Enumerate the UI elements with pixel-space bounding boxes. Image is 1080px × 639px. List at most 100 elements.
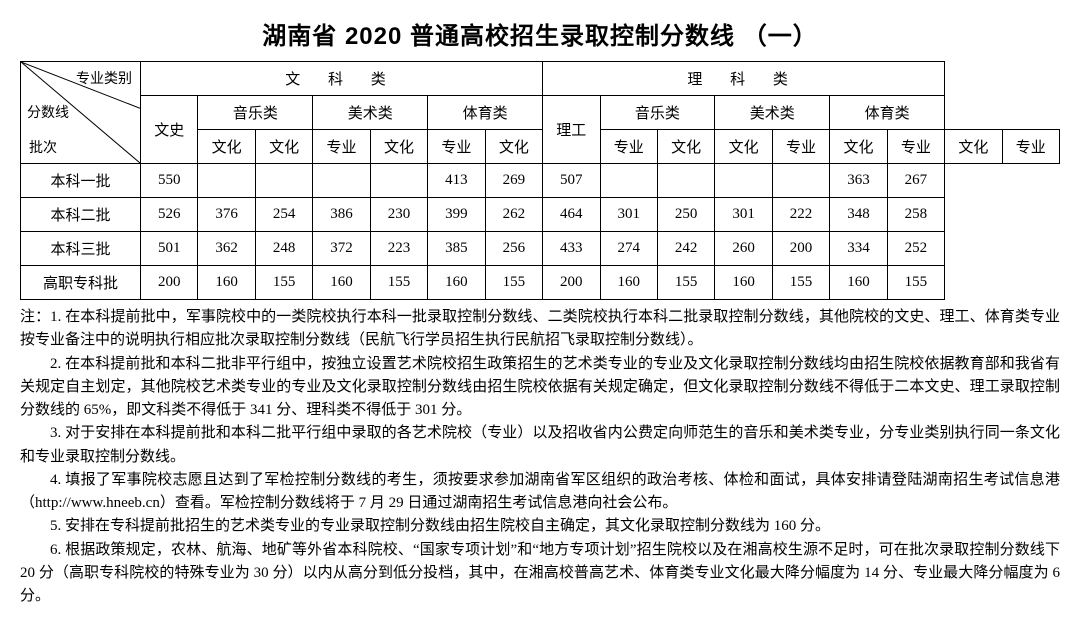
- corner-cell: 专业类别 分数线 批次: [21, 62, 141, 164]
- leaf-header: 专业: [600, 130, 657, 164]
- score-cell: 386: [313, 198, 370, 232]
- score-cell: 155: [370, 266, 427, 300]
- leaf-header: 专业: [887, 130, 944, 164]
- score-cell: 372: [313, 232, 370, 266]
- col-li-tiyu: 体育类: [830, 96, 945, 130]
- score-cell: 160: [428, 266, 485, 300]
- score-cell: 160: [715, 266, 772, 300]
- score-cell: 242: [657, 232, 714, 266]
- score-cell: 223: [370, 232, 427, 266]
- score-cell: 526: [141, 198, 198, 232]
- col-wen-tiyu: 体育类: [428, 96, 543, 130]
- col-li-meishu: 美术类: [715, 96, 830, 130]
- score-cell: 433: [543, 232, 600, 266]
- leaf-header: 专业: [772, 130, 829, 164]
- batch-cell: 本科二批: [21, 198, 141, 232]
- score-cell: 252: [887, 232, 944, 266]
- score-cell: 248: [255, 232, 312, 266]
- col-wenshi: 文史: [141, 96, 198, 164]
- score-cell: 362: [198, 232, 255, 266]
- score-cell: 250: [657, 198, 714, 232]
- batch-cell: 高职专科批: [21, 266, 141, 300]
- score-cell: 301: [600, 198, 657, 232]
- leaf-header: 文化: [657, 130, 714, 164]
- score-cell: 376: [198, 198, 255, 232]
- leaf-header: 文化: [198, 130, 255, 164]
- score-cell: [198, 164, 255, 198]
- batch-cell: 本科一批: [21, 164, 141, 198]
- col-wen-yinyue: 音乐类: [198, 96, 313, 130]
- note-5: 5. 安排在专科提前批招生的艺术类专业的专业录取控制分数线由招生院校自主确定，其…: [20, 515, 1060, 538]
- score-cell: 334: [830, 232, 887, 266]
- score-cell: 464: [543, 198, 600, 232]
- col-ligong: 理工: [543, 96, 600, 164]
- score-cell: [255, 164, 312, 198]
- score-cell: 301: [715, 198, 772, 232]
- score-cell: 267: [887, 164, 944, 198]
- score-cell: 260: [715, 232, 772, 266]
- score-cell: 160: [198, 266, 255, 300]
- score-cell: 155: [772, 266, 829, 300]
- score-cell: 200: [543, 266, 600, 300]
- diag-label-score: 分数线: [27, 102, 69, 122]
- leaf-header: 专业: [313, 130, 370, 164]
- leaf-header: 文化: [830, 130, 887, 164]
- score-cell: 385: [428, 232, 485, 266]
- score-cell: [600, 164, 657, 198]
- table-row: 本科三批 501 362 248 372 223 385 256 433 274…: [21, 232, 1060, 266]
- score-cell: 258: [887, 198, 944, 232]
- page-title: 湖南省 2020 普通高校招生录取控制分数线 （一）: [20, 16, 1060, 51]
- note-6: 6. 根据政策规定，农林、航海、地矿等外省本科院校、“国家专项计划”和“地方专项…: [20, 539, 1060, 609]
- score-cell: 507: [543, 164, 600, 198]
- score-cell: [657, 164, 714, 198]
- score-table: 专业类别 分数线 批次 文 科 类 理 科 类 文史 音乐类 美术类 体育类 理…: [20, 61, 1060, 300]
- score-cell: 254: [255, 198, 312, 232]
- score-cell: 160: [313, 266, 370, 300]
- leaf-header: 文化: [945, 130, 1002, 164]
- note-1: 注：1. 在本科提前批中，军事院校中的一类院校执行本科一批录取控制分数线、二类院…: [20, 306, 1060, 353]
- score-cell: 550: [141, 164, 198, 198]
- note-3: 3. 对于安排在本科提前批和本科二批平行组中录取的各艺术院校（专业）以及招收省内…: [20, 422, 1060, 469]
- note-4: 4. 填报了军事院校志愿且达到了军检控制分数线的考生，须按要求参加湖南省军区组织…: [20, 469, 1060, 516]
- score-cell: 160: [830, 266, 887, 300]
- leaf-header: 文化: [715, 130, 772, 164]
- leaf-header: 专业: [1002, 130, 1059, 164]
- note-2: 2. 在本科提前批和本科二批非平行组中，按独立设置艺术院校招生政策招生的艺术类专…: [20, 353, 1060, 423]
- leaf-header: 文化: [370, 130, 427, 164]
- col-li-yinyue: 音乐类: [600, 96, 715, 130]
- score-cell: 155: [485, 266, 542, 300]
- score-cell: 363: [830, 164, 887, 198]
- group-wen: 文 科 类: [141, 62, 543, 96]
- score-cell: 155: [887, 266, 944, 300]
- table-row: 本科一批 550 413 269 507 363 267: [21, 164, 1060, 198]
- score-cell: 399: [428, 198, 485, 232]
- batch-cell: 本科三批: [21, 232, 141, 266]
- score-cell: 413: [428, 164, 485, 198]
- leaf-header: 文化: [255, 130, 312, 164]
- diag-label-major: 专业类别: [76, 68, 132, 88]
- score-cell: [772, 164, 829, 198]
- leaf-header: 文化: [485, 130, 542, 164]
- score-cell: 200: [772, 232, 829, 266]
- score-cell: 262: [485, 198, 542, 232]
- score-cell: 155: [657, 266, 714, 300]
- table-row: 高职专科批 200 160 155 160 155 160 155 200 16…: [21, 266, 1060, 300]
- score-cell: 269: [485, 164, 542, 198]
- leaf-header: 专业: [428, 130, 485, 164]
- notes-block: 注：1. 在本科提前批中，军事院校中的一类院校执行本科一批录取控制分数线、二类院…: [20, 306, 1060, 608]
- score-cell: 160: [600, 266, 657, 300]
- group-li: 理 科 类: [543, 62, 945, 96]
- col-wen-meishu: 美术类: [313, 96, 428, 130]
- score-cell: [715, 164, 772, 198]
- score-cell: 155: [255, 266, 312, 300]
- table-row: 本科二批 526 376 254 386 230 399 262 464 301…: [21, 198, 1060, 232]
- score-cell: 200: [141, 266, 198, 300]
- diag-label-batch: 批次: [29, 137, 57, 157]
- score-cell: 256: [485, 232, 542, 266]
- score-cell: 501: [141, 232, 198, 266]
- score-cell: 274: [600, 232, 657, 266]
- score-cell: [370, 164, 427, 198]
- score-cell: 222: [772, 198, 829, 232]
- score-cell: 230: [370, 198, 427, 232]
- score-cell: 348: [830, 198, 887, 232]
